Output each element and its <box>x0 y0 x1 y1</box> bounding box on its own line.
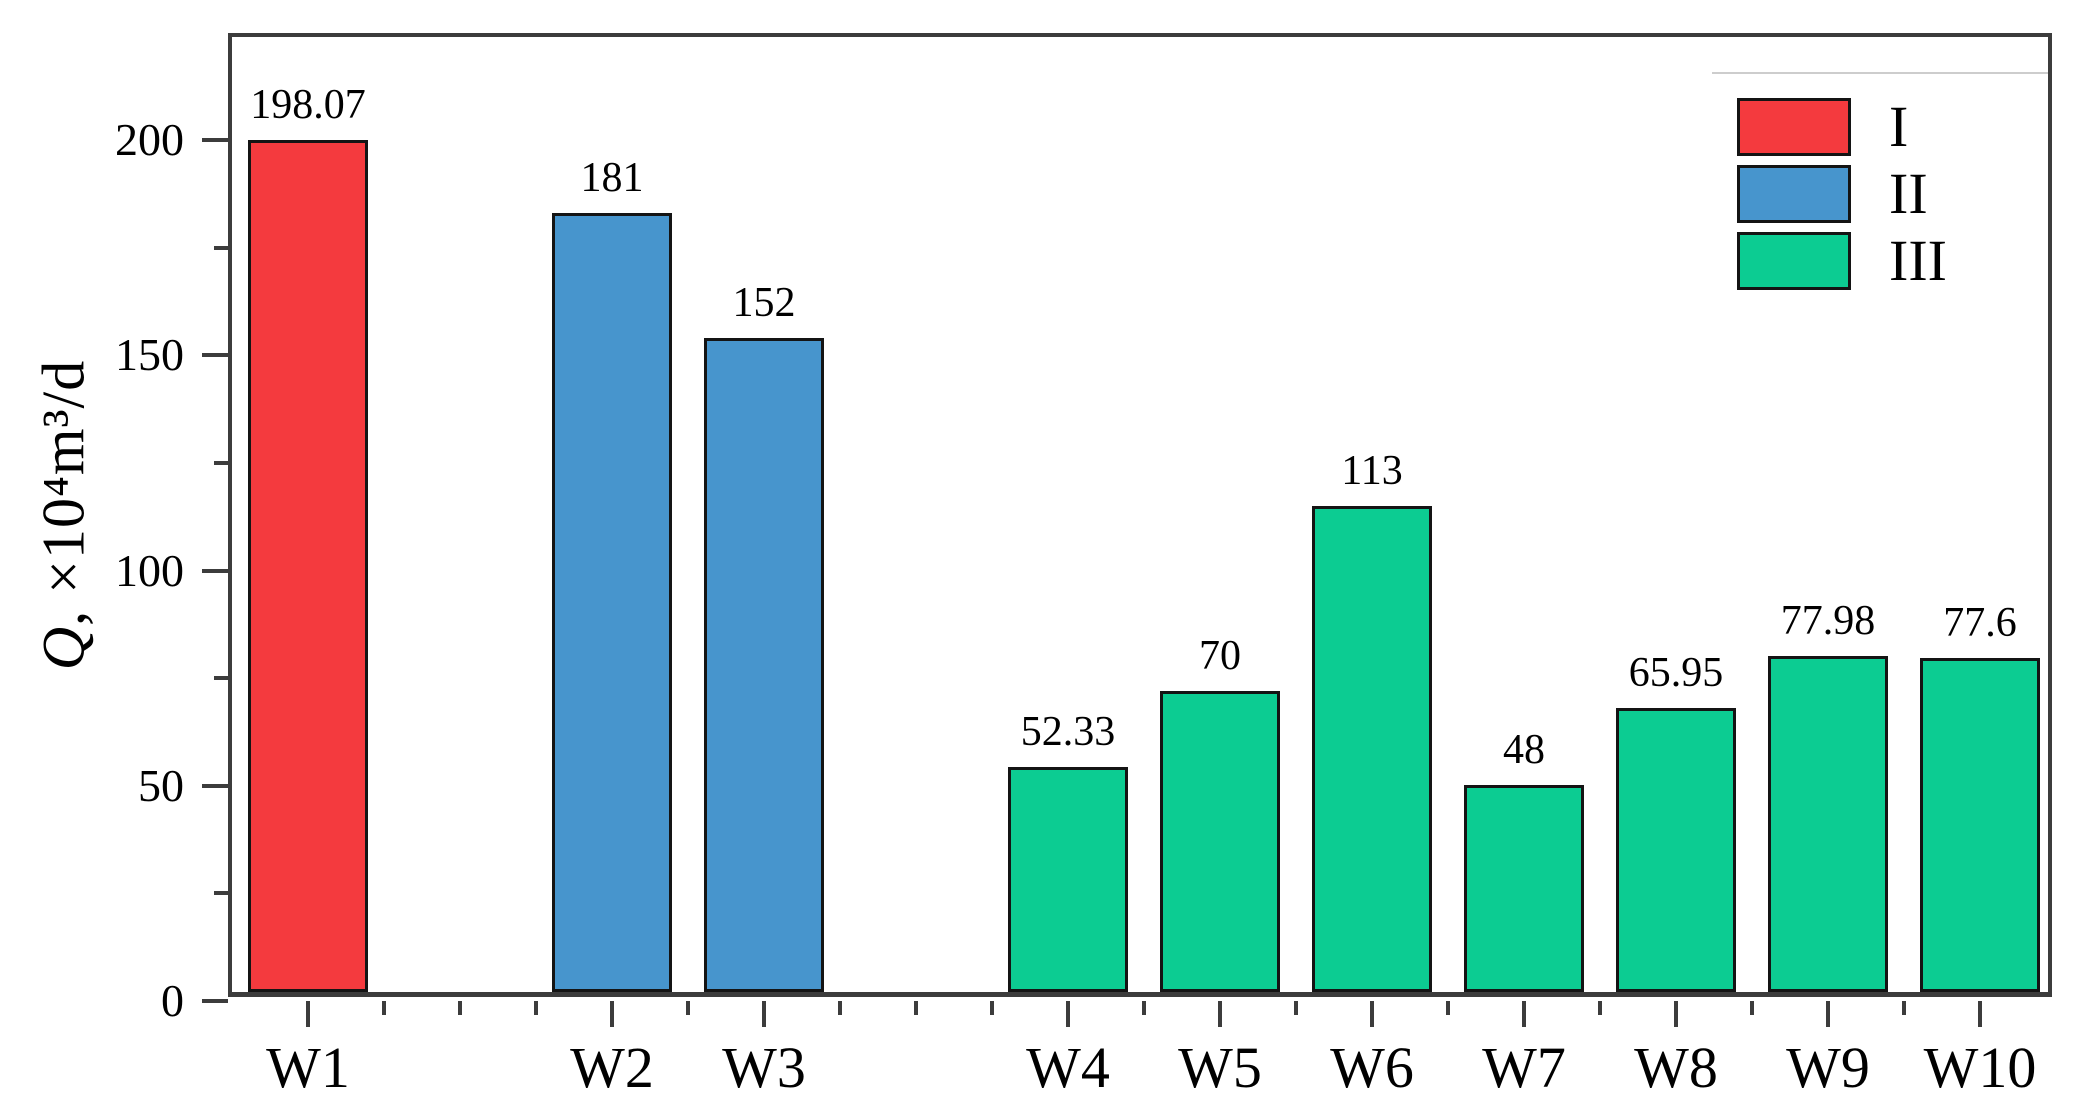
legend: I II III <box>1712 72 2048 299</box>
y-major-tick <box>202 784 228 788</box>
legend-label: II <box>1889 161 1928 226</box>
x-axis-label-w2: W2 <box>570 1035 654 1100</box>
bar-w1 <box>248 140 368 992</box>
y-minor-tick <box>214 246 228 250</box>
x-major-tick <box>1066 1001 1070 1027</box>
x-major-tick <box>306 1001 310 1027</box>
y-axis-title: Q, ×10⁴m³/d <box>30 360 99 670</box>
bar-w7 <box>1464 785 1584 992</box>
legend-swatch-ii-icon <box>1737 165 1851 223</box>
x-major-tick <box>1978 1001 1982 1027</box>
legend-label: III <box>1889 228 1947 293</box>
x-minor-tick <box>914 1001 918 1015</box>
x-minor-tick <box>990 1001 994 1015</box>
y-major-tick <box>202 569 228 573</box>
y-tick-label: 100 <box>115 545 184 596</box>
y-tick-label: 0 <box>161 975 184 1026</box>
legend-item-ii: II <box>1737 165 2048 223</box>
x-minor-tick <box>686 1001 690 1015</box>
bar-value-w7: 48 <box>1503 727 1545 773</box>
x-major-tick <box>1370 1001 1374 1027</box>
bar-w6 <box>1312 506 1432 992</box>
x-major-tick <box>1522 1001 1526 1027</box>
y-axis-title-symbol: Q <box>30 625 97 671</box>
bar-w4 <box>1008 767 1128 992</box>
plot-area: 198.07 W1 181 W2 152 W3 52.33 W4 70 W5 113 W6 48 W7 65… <box>115 33 2052 1097</box>
bar-value-w4: 52.33 <box>1020 709 1116 755</box>
bar-value-w10: 77.6 <box>1943 600 2017 646</box>
y-minor-tick <box>214 461 228 465</box>
bar-value-w2: 181 <box>580 155 644 201</box>
legend-item-i: I <box>1737 98 2048 156</box>
legend-swatch-iii-icon <box>1737 232 1851 290</box>
y-major-tick <box>202 353 228 357</box>
legend-item-iii: III <box>1737 232 2048 290</box>
x-major-tick <box>1826 1001 1830 1027</box>
bar-value-w6: 113 <box>1341 448 1403 494</box>
x-minor-tick <box>1446 1001 1450 1015</box>
y-tick-label: 150 <box>115 329 184 380</box>
y-axis-title-units: , ×10⁴m³/d <box>30 359 97 626</box>
x-axis-label-w6: W6 <box>1330 1035 1414 1100</box>
bar-w2 <box>552 213 672 992</box>
x-minor-tick <box>1750 1001 1754 1015</box>
y-major-tick <box>202 138 228 142</box>
x-minor-tick <box>534 1001 538 1015</box>
x-major-tick <box>762 1001 766 1027</box>
x-minor-tick <box>838 1001 842 1015</box>
bar-value-w3: 152 <box>732 280 796 326</box>
y-tick-label: 200 <box>115 114 184 165</box>
bar-w8 <box>1616 708 1736 992</box>
legend-label: I <box>1889 94 1909 159</box>
x-axis-label-w4: W4 <box>1026 1035 1110 1100</box>
x-axis-label-w5: W5 <box>1178 1035 1262 1100</box>
x-major-tick <box>1218 1001 1222 1027</box>
y-minor-tick <box>214 891 228 895</box>
x-major-tick <box>1674 1001 1678 1027</box>
bar-value-w1: 198.07 <box>250 82 366 128</box>
bar-value-w5: 70 <box>1199 633 1241 679</box>
bar-w3 <box>704 338 824 992</box>
x-minor-tick <box>382 1001 386 1015</box>
legend-swatch-i-icon <box>1737 98 1851 156</box>
y-major-tick <box>202 999 228 1003</box>
x-axis-label-w8: W8 <box>1634 1035 1718 1100</box>
bar-value-w9: 77.98 <box>1780 598 1876 644</box>
x-minor-tick <box>1294 1001 1298 1015</box>
x-axis-label-w7: W7 <box>1482 1035 1566 1100</box>
bar-w10 <box>1920 658 2040 992</box>
x-axis-label-w9: W9 <box>1786 1035 1870 1100</box>
x-axis-label-w3: W3 <box>722 1035 806 1100</box>
x-axis-label-w10: W10 <box>1923 1035 2037 1100</box>
x-minor-tick <box>1598 1001 1602 1015</box>
x-axis-label-w1: W1 <box>266 1035 350 1100</box>
x-minor-tick <box>458 1001 462 1015</box>
x-minor-tick <box>1142 1001 1146 1015</box>
bar-w5 <box>1160 691 1280 992</box>
x-minor-tick <box>1902 1001 1906 1015</box>
bar-value-w8: 65.95 <box>1628 650 1724 696</box>
bar-w9 <box>1768 656 1888 992</box>
y-tick-label: 50 <box>138 760 184 811</box>
y-minor-tick <box>214 676 228 680</box>
x-major-tick <box>610 1001 614 1027</box>
